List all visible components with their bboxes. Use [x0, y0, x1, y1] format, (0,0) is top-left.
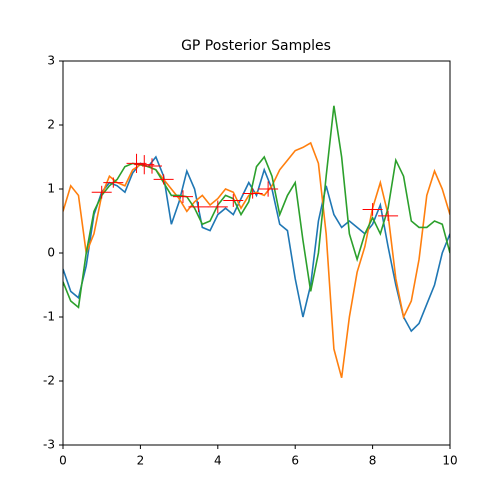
y-tick-label: 3	[47, 54, 55, 68]
chart-title: GP Posterior Samples	[181, 38, 331, 54]
x-tick-label: 10	[442, 454, 457, 468]
y-tick-label: -2	[43, 374, 55, 388]
x-tick-label: 2	[137, 454, 145, 468]
series-line	[63, 141, 450, 379]
y-tick-label: -3	[43, 438, 55, 452]
y-tick-label: 0	[47, 246, 55, 260]
series-line	[63, 155, 450, 333]
x-tick-label: 6	[291, 454, 299, 468]
y-tick-label: -1	[43, 310, 55, 324]
x-tick-label: 0	[59, 454, 67, 468]
x-tick-label: 8	[369, 454, 377, 468]
y-tick-label: 2	[47, 118, 55, 132]
plot-frame	[62, 60, 451, 446]
series-line	[63, 105, 450, 309]
y-tick-label: 1	[47, 182, 55, 196]
x-tick-label: 4	[214, 454, 222, 468]
